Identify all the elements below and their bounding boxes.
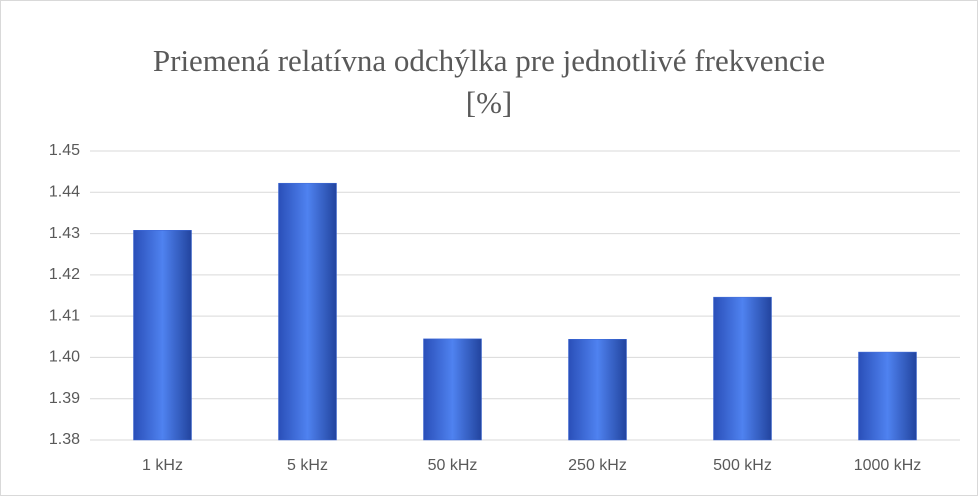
x-tick-label: 500 kHz	[713, 457, 772, 474]
y-tick-label: 1.42	[49, 266, 80, 283]
bar	[713, 296, 772, 441]
x-tick-label: 250 kHz	[568, 457, 627, 474]
x-tick-label: 1000 kHz	[854, 457, 922, 474]
chart-title: Priemená relatívna odchýlka pre jednotli…	[152, 43, 826, 120]
bar	[133, 230, 192, 441]
bar	[568, 339, 627, 441]
y-tick-label: 1.40	[49, 349, 80, 366]
bar	[423, 338, 482, 441]
y-tick-label: 1.44	[49, 184, 80, 201]
y-tick-label: 1.38	[49, 431, 80, 448]
y-tick-label: 1.45	[49, 142, 80, 159]
y-tick-label: 1.43	[49, 225, 80, 242]
bar	[858, 351, 917, 441]
y-tick-label: 1.39	[49, 390, 80, 407]
x-tick-label: 5 kHz	[287, 457, 328, 474]
x-tick-label: 1 kHz	[142, 457, 183, 474]
x-tick-label: 50 kHz	[428, 457, 478, 474]
bar	[278, 182, 337, 441]
y-tick-label: 1.41	[49, 307, 80, 324]
